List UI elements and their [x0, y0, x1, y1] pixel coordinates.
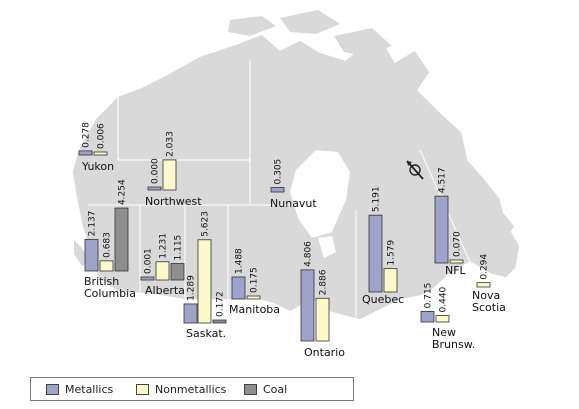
region-label-yukon: Yukon — [81, 160, 114, 173]
bar-ontario-metallics — [300, 269, 315, 342]
bar-saskat-nonmetallics — [197, 239, 212, 324]
legend-swatch-metallics — [46, 383, 59, 395]
legend-label-nonmetallics: Nonmetallics — [155, 382, 227, 396]
region-label-ontario: Ontario — [304, 346, 345, 359]
region-label-new-brunsw: New Brunsw. — [432, 326, 475, 351]
region-label-layer: Yukon Northwest Nunavut British Columbia Albe… — [81, 160, 506, 359]
hudson-bay — [290, 150, 350, 238]
bar-northwest-nonmetallics — [162, 159, 177, 191]
bar-northwest-metallics — [147, 186, 162, 191]
legend-item-coal: Coal — [244, 382, 287, 396]
bar-ontario-nonmetallics — [315, 297, 330, 342]
value-label-alberta-metallics: 0.001 — [144, 248, 154, 274]
legend-item-nonmetallics: Nonmetallics — [136, 382, 226, 396]
value-label-british-columbia-metallics: 2.137 — [88, 211, 98, 237]
bar-alberta-coal — [170, 263, 185, 281]
value-label-saskat-metallics: 1.289 — [187, 275, 197, 301]
value-label-manitoba-metallics: 1.488 — [235, 248, 245, 274]
value-label-northwest-nonmetallics: 2.033 — [166, 131, 176, 157]
value-label-layer: 0.278 0.006 0.000 2.033 0.305 2.137 0.683 4.254… — [82, 122, 490, 317]
bar-saskat-coal — [212, 319, 227, 324]
region-label-british-columbia: British Columbia — [84, 275, 136, 300]
region-label-nfl: NFL — [445, 264, 467, 277]
value-label-british-columbia-nonmetallics: 0.683 — [103, 232, 113, 258]
bar-yukon-nonmetallics — [93, 151, 108, 156]
value-label-quebec-nonmetallics: 1.579 — [387, 240, 397, 266]
value-label-saskat-nonmetallics: 5.623 — [201, 211, 211, 237]
value-label-yukon-metallics: 0.278 — [82, 122, 92, 148]
value-label-northwest-metallics: 0.000 — [151, 158, 161, 184]
value-label-alberta-nonmetallics: 1.231 — [159, 233, 169, 259]
bar-british-columbia-coal — [114, 207, 129, 272]
bar-manitoba-metallics — [231, 276, 246, 300]
nfl-island — [488, 214, 514, 240]
value-label-new-brunsw-nonmetallics: 0.440 — [439, 286, 449, 312]
region-label-quebec: Quebec — [362, 293, 404, 306]
value-label-new-brunsw-metallics: 0.715 — [424, 283, 434, 309]
region-label-manitoba: Manitoba — [229, 303, 280, 316]
value-label-yukon-nonmetallics: 0.006 — [97, 123, 107, 149]
arctic-island-4 — [300, 58, 352, 90]
value-label-nova-scotia-nonmetallics: 0.294 — [480, 254, 490, 280]
region-label-saskat: Saskat. — [186, 327, 226, 340]
value-label-ontario-nonmetallics: 2.886 — [319, 269, 329, 295]
legend-swatch-nonmetallics — [136, 383, 149, 395]
bar-yukon-metallics — [78, 150, 93, 156]
bar-alberta-metallics — [140, 276, 155, 281]
value-label-alberta-coal: 1.115 — [174, 235, 184, 261]
arctic-island-1 — [228, 16, 276, 36]
bar-british-columbia-metallics — [84, 238, 99, 272]
value-label-british-columbia-coal: 4.254 — [118, 179, 128, 205]
bar-new-brunsw-nonmetallics — [435, 315, 450, 323]
bar-british-columbia-nonmetallics — [99, 260, 114, 272]
james-bay — [318, 236, 336, 258]
north-arrow-icon — [406, 160, 424, 180]
bar-new-brunsw-metallics — [420, 311, 435, 323]
bar-saskat-metallics — [183, 303, 198, 324]
region-label-nunavut: Nunavut — [270, 197, 317, 210]
legend: Metallics Nonmetallics Coal — [30, 377, 354, 401]
value-label-quebec-metallics: 5.191 — [372, 186, 382, 212]
legend-label-coal: Coal — [263, 382, 288, 396]
legend-item-metallics: Metallics — [46, 382, 113, 396]
bar-nfl-metallics — [434, 195, 449, 264]
canada-map — [71, 10, 521, 321]
bar-nova-scotia-nonmetallics — [476, 282, 491, 288]
region-label-northwest: Northwest — [145, 195, 202, 208]
arctic-island-3 — [334, 28, 392, 56]
value-label-manitoba-nonmetallics: 0.175 — [250, 267, 260, 293]
value-label-nfl-nonmetallics: 0.070 — [453, 231, 463, 257]
bar-layer — [78, 150, 491, 342]
value-label-saskat-coal: 0.172 — [216, 291, 226, 317]
bar-quebec-metallics — [368, 214, 383, 293]
bar-nfl-nonmetallics — [449, 259, 464, 264]
value-label-nfl-metallics: 4.517 — [438, 167, 448, 193]
region-label-nova-scotia: Nova Scotia — [472, 289, 506, 314]
region-label-alberta: Alberta — [145, 284, 185, 297]
legend-swatch-coal — [244, 383, 257, 395]
value-label-ontario-metallics: 4.806 — [304, 241, 314, 267]
bar-quebec-nonmetallics — [383, 268, 398, 293]
arctic-island-2 — [280, 10, 340, 34]
value-label-nunavut-metallics: 0.305 — [274, 159, 284, 185]
bar-nunavut-metallics — [270, 187, 285, 193]
bar-manitoba-nonmetallics — [246, 295, 261, 300]
legend-label-metallics: Metallics — [65, 382, 114, 396]
bar-alberta-nonmetallics — [155, 261, 170, 281]
